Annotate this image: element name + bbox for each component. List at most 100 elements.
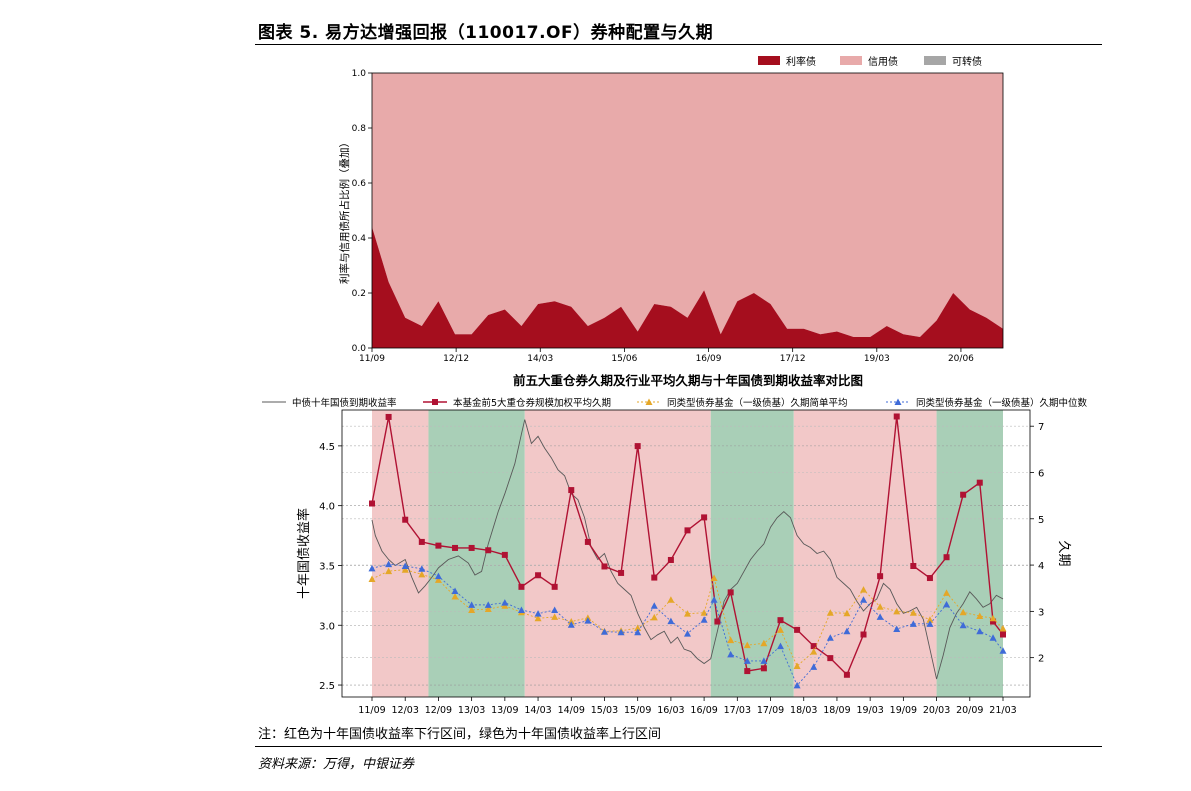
series-point-1	[877, 573, 884, 580]
series-point-2	[959, 608, 967, 616]
x-tick-label-bottom: 14/09	[558, 705, 585, 716]
x-tick-label: 17/12	[780, 354, 806, 364]
series-point-1	[701, 514, 708, 521]
x-tick-label: 15/06	[611, 354, 637, 364]
x-tick-label-bottom: 16/03	[657, 705, 684, 716]
series-point-2	[710, 574, 718, 582]
series-point-1	[568, 487, 575, 494]
series-point-3	[567, 621, 575, 628]
series-point-2	[551, 613, 559, 620]
x-tick-label-bottom: 11/09	[358, 705, 385, 716]
series-point-2	[468, 606, 476, 613]
y-tick-label: 0.4	[352, 234, 367, 244]
figure-source: 资料来源：万得，中银证券	[258, 757, 415, 772]
x-tick-label-bottom: 13/03	[458, 705, 485, 716]
series-point-1	[651, 574, 658, 581]
legend-label: 信用债	[868, 55, 898, 68]
series-point-3	[710, 596, 718, 603]
series-point-2	[743, 641, 751, 649]
series-point-2	[727, 636, 735, 644]
series-point-2	[793, 662, 801, 669]
series-point-2	[776, 626, 784, 633]
y-right-tick-label: 4	[1038, 561, 1044, 572]
series-point-1	[385, 413, 392, 420]
series-point-3	[760, 657, 768, 664]
legend-label: 利率债	[786, 55, 816, 68]
series-point-2	[976, 612, 984, 619]
x-tick-label: 11/09	[359, 354, 385, 364]
x-tick-label-bottom: 18/03	[790, 705, 817, 716]
series-point-3	[976, 627, 984, 635]
series-point-1	[843, 671, 850, 678]
series-point-2	[667, 596, 675, 603]
series-point-3	[684, 630, 691, 637]
series-point-1	[1000, 631, 1006, 638]
series-point-2	[943, 589, 951, 596]
series-point-3	[401, 562, 409, 569]
y-right-tick-label: 7	[1038, 422, 1044, 433]
x-tick-label-bottom: 18/09	[823, 705, 850, 716]
legend-label-bottom: 同类型债券基金（一级债基）久期中位数	[916, 397, 1088, 409]
legend-marker-3	[894, 398, 902, 405]
series-point-2	[451, 593, 459, 600]
series-point-3	[368, 564, 376, 572]
region-down	[372, 410, 429, 697]
figure-title: 图表 5. 易方达增强回报（110017.OF）券种配置与久期	[258, 23, 714, 43]
y-right-tick-label: 2	[1038, 654, 1044, 665]
series-point-1	[535, 572, 542, 579]
series-point-1	[714, 618, 721, 625]
series-point-2	[418, 570, 426, 578]
series-point-3	[600, 628, 608, 635]
y-right-tick-label: 6	[1038, 468, 1044, 479]
series-point-1	[468, 544, 475, 551]
y-left-tick-label: 4.5	[319, 442, 335, 453]
x-tick-label-bottom: 21/03	[989, 705, 1016, 716]
series-point-1	[777, 617, 784, 624]
series-point-3	[617, 628, 625, 636]
series-point-3	[810, 663, 818, 670]
series-point-2	[634, 624, 642, 632]
series-point-1	[760, 665, 767, 672]
series-point-1	[667, 556, 674, 563]
x-tick-label-bottom: 17/03	[724, 705, 751, 716]
series-point-2	[909, 609, 917, 616]
series-point-1	[990, 618, 997, 625]
plot-frame-top	[371, 72, 1004, 349]
series-point-1	[418, 538, 425, 545]
series-point-3	[468, 601, 476, 608]
y-left-tick-label: 4.0	[319, 502, 335, 513]
plot-frame-bottom	[341, 409, 1031, 698]
series-point-3	[584, 617, 592, 624]
x-tick-label-bottom: 17/09	[757, 705, 784, 716]
chart-title-bottom: 前五大重仓券久期及行业平均久期与十年国债到期收益率对比图	[513, 373, 863, 388]
x-tick-label-bottom: 12/09	[425, 705, 452, 716]
series-point-3	[999, 647, 1007, 654]
y-axis-label: 利率与信用债所占比例（叠加）	[338, 137, 351, 284]
title-rule	[255, 44, 1102, 45]
y-tick-label: 0.8	[352, 124, 367, 134]
series-line-0	[371, 419, 1004, 680]
series-point-2	[826, 609, 834, 616]
series-point-3	[909, 620, 917, 627]
series-point-2	[999, 624, 1007, 632]
series-point-2	[401, 566, 409, 573]
series-point-2	[926, 616, 934, 623]
series-point-2	[760, 639, 768, 647]
figure-note: 注：红色为十年国债收益率下行区间，绿色为十年国债收益率上行区间	[258, 727, 662, 742]
legend-swatch	[924, 56, 946, 65]
region-up	[428, 410, 525, 697]
x-tick-label: 16/09	[696, 354, 722, 364]
area-credit-bond	[372, 73, 1003, 337]
series-point-1	[893, 413, 900, 420]
y-tick-label: 0.0	[352, 344, 367, 354]
series-point-1	[684, 527, 691, 534]
series-point-1	[584, 538, 591, 545]
x-tick-label-bottom: 14/03	[524, 705, 551, 716]
series-point-2	[484, 605, 492, 613]
legend-swatch	[840, 56, 862, 65]
series-point-3	[517, 606, 525, 613]
series-point-1	[501, 551, 508, 558]
series-point-1	[827, 655, 834, 662]
series-point-3	[418, 565, 426, 572]
legend-swatch	[758, 56, 780, 65]
